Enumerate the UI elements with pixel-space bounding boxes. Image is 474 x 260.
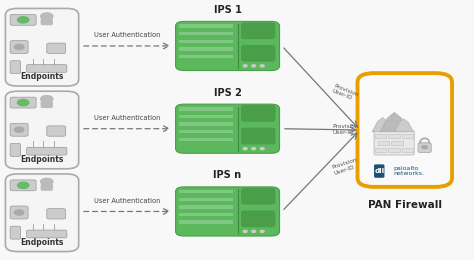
FancyBboxPatch shape <box>241 211 275 227</box>
FancyBboxPatch shape <box>10 206 28 219</box>
Polygon shape <box>380 112 409 132</box>
Circle shape <box>422 146 428 149</box>
FancyBboxPatch shape <box>388 134 400 138</box>
FancyBboxPatch shape <box>27 64 67 72</box>
FancyBboxPatch shape <box>378 141 390 145</box>
Circle shape <box>14 210 24 215</box>
Polygon shape <box>372 118 393 132</box>
FancyBboxPatch shape <box>179 220 233 224</box>
Text: Endpoints: Endpoints <box>20 155 64 164</box>
FancyBboxPatch shape <box>5 174 79 251</box>
Circle shape <box>18 100 29 106</box>
FancyBboxPatch shape <box>179 107 233 110</box>
FancyBboxPatch shape <box>179 205 233 209</box>
FancyBboxPatch shape <box>241 22 275 39</box>
FancyBboxPatch shape <box>401 148 413 152</box>
FancyBboxPatch shape <box>418 143 431 153</box>
FancyBboxPatch shape <box>401 134 413 138</box>
Circle shape <box>252 230 255 232</box>
FancyBboxPatch shape <box>175 187 280 236</box>
Text: paloalto: paloalto <box>393 166 419 171</box>
FancyBboxPatch shape <box>374 164 384 178</box>
Circle shape <box>18 17 29 23</box>
FancyBboxPatch shape <box>175 21 280 70</box>
FancyBboxPatch shape <box>27 230 67 238</box>
FancyBboxPatch shape <box>179 40 233 43</box>
FancyBboxPatch shape <box>375 148 386 152</box>
FancyBboxPatch shape <box>10 41 28 54</box>
FancyBboxPatch shape <box>241 128 275 145</box>
FancyBboxPatch shape <box>47 126 66 136</box>
Circle shape <box>18 182 29 188</box>
FancyBboxPatch shape <box>10 97 36 108</box>
FancyBboxPatch shape <box>392 141 403 145</box>
Text: Provision
User-ID: Provision User-ID <box>331 83 359 103</box>
Circle shape <box>260 230 264 232</box>
Circle shape <box>252 148 255 150</box>
Circle shape <box>243 230 247 232</box>
FancyBboxPatch shape <box>47 43 66 54</box>
FancyBboxPatch shape <box>241 45 275 62</box>
FancyBboxPatch shape <box>179 190 233 193</box>
Circle shape <box>14 127 24 132</box>
Circle shape <box>41 178 53 185</box>
Text: Provision
User-ID: Provision User-ID <box>333 124 359 135</box>
Text: User Authentication: User Authentication <box>94 32 160 38</box>
FancyBboxPatch shape <box>375 134 386 138</box>
Polygon shape <box>394 119 413 132</box>
Circle shape <box>252 65 255 67</box>
FancyBboxPatch shape <box>41 101 53 108</box>
FancyBboxPatch shape <box>10 180 36 191</box>
FancyBboxPatch shape <box>5 9 79 86</box>
FancyBboxPatch shape <box>5 91 79 169</box>
Circle shape <box>260 65 264 67</box>
Circle shape <box>243 65 247 67</box>
Text: IPS 2: IPS 2 <box>214 88 241 98</box>
FancyBboxPatch shape <box>241 188 275 205</box>
FancyBboxPatch shape <box>374 131 414 155</box>
FancyBboxPatch shape <box>47 209 66 219</box>
FancyBboxPatch shape <box>10 14 36 25</box>
FancyBboxPatch shape <box>175 104 280 153</box>
FancyBboxPatch shape <box>179 138 233 141</box>
FancyBboxPatch shape <box>179 32 233 35</box>
Text: Endpoints: Endpoints <box>20 72 64 81</box>
FancyBboxPatch shape <box>41 18 53 25</box>
FancyBboxPatch shape <box>241 105 275 122</box>
FancyBboxPatch shape <box>179 115 233 118</box>
Text: networks.: networks. <box>393 171 424 176</box>
Circle shape <box>41 96 53 102</box>
FancyBboxPatch shape <box>179 130 233 133</box>
Text: User Authentication: User Authentication <box>94 198 160 204</box>
FancyBboxPatch shape <box>10 123 28 136</box>
Circle shape <box>41 13 53 20</box>
FancyBboxPatch shape <box>179 55 233 58</box>
FancyBboxPatch shape <box>10 226 20 239</box>
Text: IPS 1: IPS 1 <box>214 5 241 15</box>
FancyBboxPatch shape <box>179 24 233 28</box>
Text: PAN Firewall: PAN Firewall <box>368 200 442 210</box>
Text: IPS n: IPS n <box>213 170 242 180</box>
FancyBboxPatch shape <box>179 213 233 216</box>
FancyBboxPatch shape <box>10 61 20 74</box>
FancyBboxPatch shape <box>10 144 20 156</box>
FancyBboxPatch shape <box>357 73 452 187</box>
FancyBboxPatch shape <box>27 147 67 155</box>
FancyBboxPatch shape <box>179 198 233 201</box>
Text: User Authentication: User Authentication <box>94 115 160 121</box>
FancyBboxPatch shape <box>41 184 53 191</box>
FancyBboxPatch shape <box>388 148 400 152</box>
Circle shape <box>14 44 24 50</box>
Text: dIl: dIl <box>374 168 384 174</box>
Circle shape <box>243 148 247 150</box>
Circle shape <box>260 148 264 150</box>
Text: Provision
User-ID: Provision User-ID <box>331 157 360 176</box>
Text: Endpoints: Endpoints <box>20 238 64 247</box>
FancyBboxPatch shape <box>179 47 233 51</box>
FancyBboxPatch shape <box>179 122 233 126</box>
